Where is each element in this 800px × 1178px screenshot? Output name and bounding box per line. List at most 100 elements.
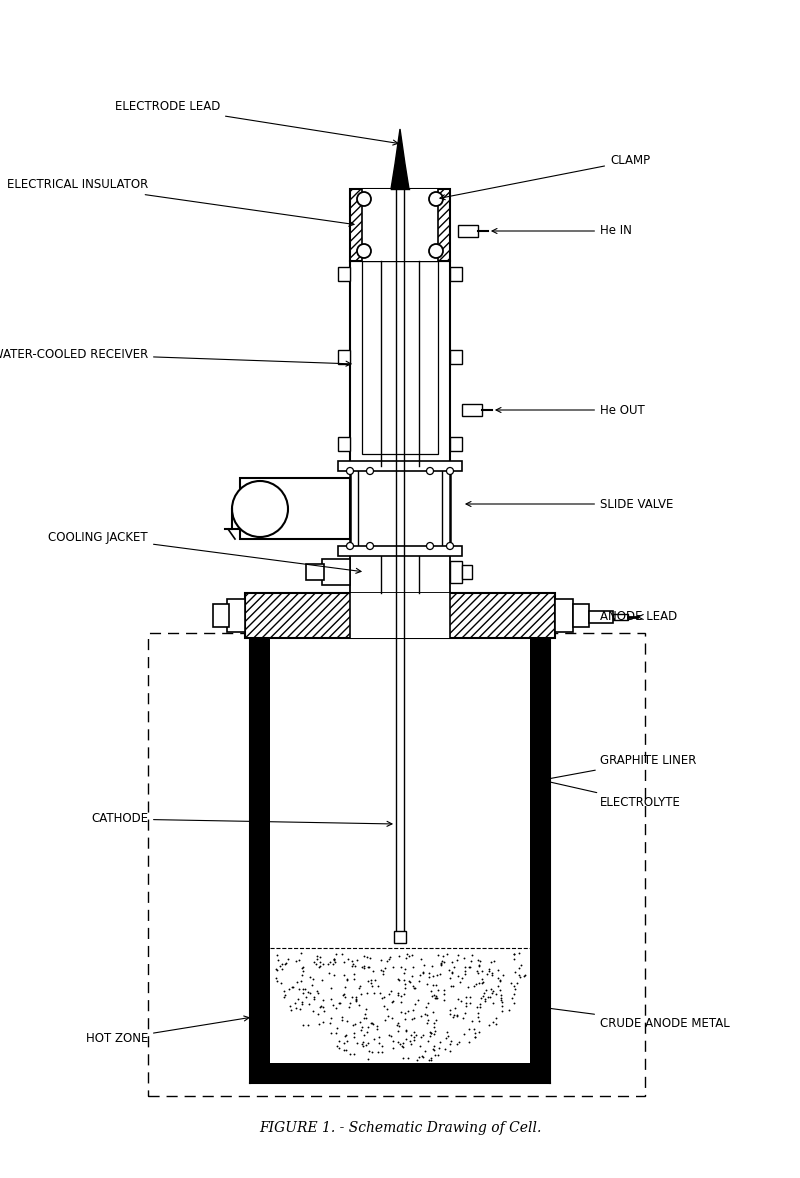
Point — [441, 944, 454, 962]
Point — [322, 955, 334, 974]
Point — [506, 988, 518, 1007]
Bar — [555, 598, 573, 633]
Point — [398, 1004, 411, 1023]
Point — [475, 969, 488, 988]
Point — [311, 984, 324, 1002]
Bar — [322, 560, 350, 585]
Point — [344, 994, 357, 1013]
Point — [494, 980, 507, 999]
Point — [290, 973, 303, 992]
Point — [505, 974, 518, 993]
Point — [458, 958, 471, 977]
Point — [465, 952, 478, 971]
Point — [270, 968, 282, 987]
Point — [387, 1039, 400, 1058]
Point — [431, 945, 444, 964]
Point — [306, 969, 319, 988]
Point — [341, 949, 354, 968]
Point — [430, 986, 442, 1005]
Point — [460, 997, 473, 1015]
Point — [422, 1032, 435, 1051]
Point — [330, 998, 342, 1017]
Point — [378, 997, 390, 1015]
Point — [376, 965, 389, 984]
Point — [339, 1041, 352, 1060]
Point — [270, 945, 283, 964]
Point — [356, 1034, 369, 1053]
Text: COOLING JACKET: COOLING JACKET — [48, 530, 361, 574]
Point — [452, 946, 465, 965]
Bar — [350, 262, 450, 466]
Point — [473, 955, 486, 974]
Point — [466, 946, 478, 965]
Point — [456, 1008, 469, 1027]
Point — [328, 966, 341, 985]
Point — [472, 1004, 485, 1023]
Point — [310, 949, 323, 968]
Point — [421, 1006, 434, 1025]
Point — [297, 958, 310, 977]
Bar — [227, 598, 245, 633]
Point — [332, 993, 345, 1012]
Point — [312, 1005, 325, 1024]
Point — [284, 1000, 297, 1019]
Point — [348, 1027, 361, 1046]
Point — [470, 998, 483, 1017]
Point — [384, 1027, 397, 1046]
Point — [274, 957, 286, 975]
Point — [392, 1017, 405, 1035]
Point — [382, 1006, 395, 1025]
Bar — [350, 188, 450, 262]
Point — [424, 1023, 437, 1041]
Point — [509, 980, 522, 999]
Point — [294, 972, 307, 991]
Point — [406, 1000, 419, 1019]
Point — [317, 954, 330, 973]
Point — [302, 1015, 314, 1034]
Point — [513, 965, 526, 984]
Point — [438, 991, 450, 1010]
Point — [346, 957, 358, 975]
Point — [358, 947, 370, 966]
Point — [299, 987, 312, 1006]
Point — [367, 984, 380, 1002]
Point — [307, 987, 320, 1006]
Point — [330, 945, 342, 964]
Point — [463, 993, 476, 1012]
Point — [341, 971, 354, 990]
Point — [381, 1000, 394, 1019]
Text: ANODE LEAD: ANODE LEAD — [600, 610, 678, 623]
Point — [425, 1050, 438, 1068]
Text: HOT ZONE: HOT ZONE — [86, 1015, 249, 1046]
Point — [350, 1033, 363, 1052]
Point — [399, 949, 412, 968]
Point — [339, 1026, 352, 1045]
Point — [508, 993, 521, 1012]
Circle shape — [366, 468, 374, 475]
Point — [357, 1037, 370, 1055]
Point — [508, 945, 521, 964]
Point — [482, 960, 495, 979]
Point — [358, 1026, 370, 1045]
Point — [462, 1020, 475, 1039]
Point — [343, 998, 356, 1017]
Point — [383, 1025, 396, 1044]
Bar — [530, 638, 550, 1063]
Point — [477, 973, 490, 992]
Point — [314, 957, 326, 975]
Point — [493, 972, 506, 991]
Point — [478, 990, 491, 1008]
Point — [428, 1037, 441, 1055]
Point — [437, 980, 450, 999]
Point — [310, 955, 322, 974]
Point — [365, 973, 378, 992]
Point — [424, 981, 437, 1000]
Point — [328, 949, 341, 968]
Bar — [213, 604, 229, 627]
Point — [409, 1025, 422, 1044]
Point — [462, 978, 474, 997]
Point — [276, 954, 289, 973]
Point — [318, 1001, 330, 1020]
Point — [458, 964, 471, 982]
Point — [338, 1040, 350, 1059]
